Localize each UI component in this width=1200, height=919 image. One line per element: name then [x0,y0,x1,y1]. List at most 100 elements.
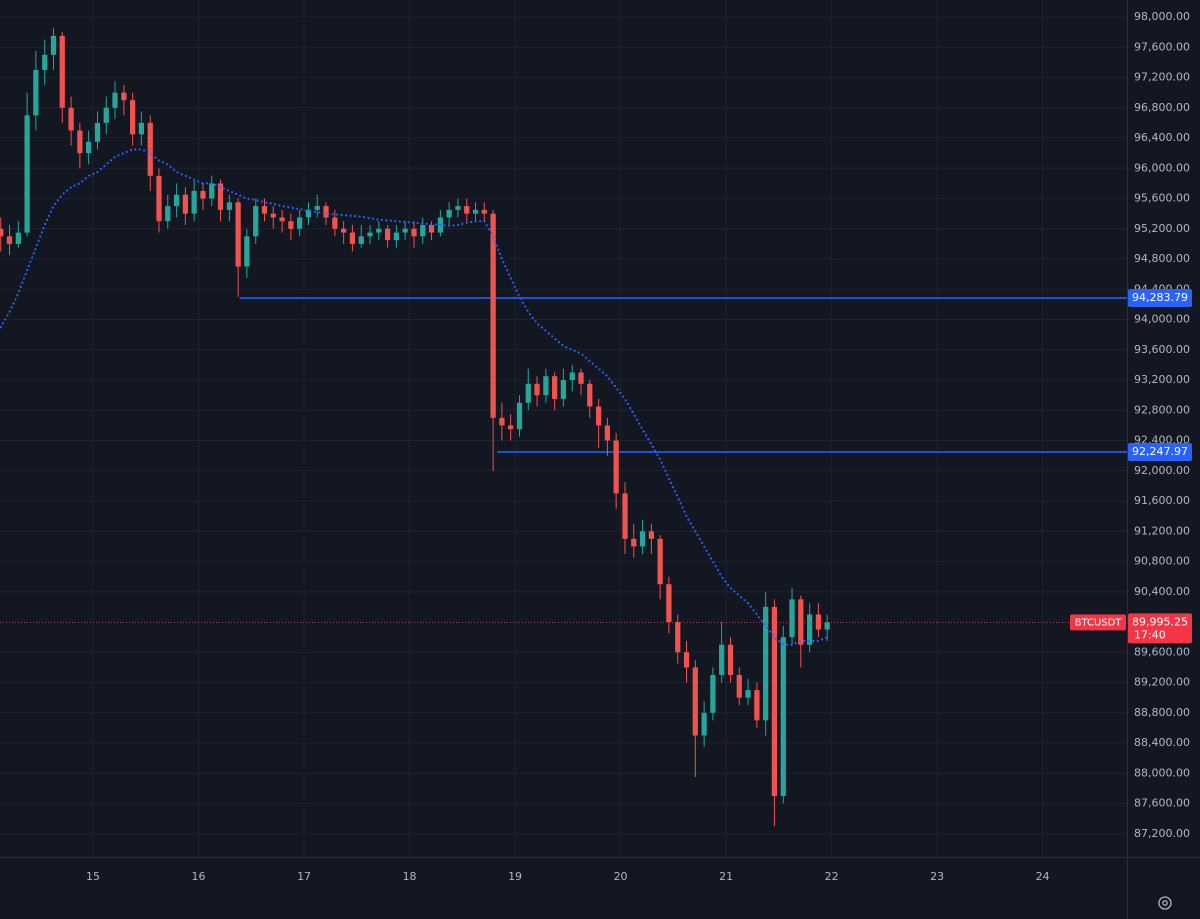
candle-body [349,232,356,244]
y-tick-label: 96,400.00 [1134,131,1190,144]
moving-average [0,148,829,646]
x-tick-label: 24 [1036,870,1050,883]
candle-body [323,206,329,218]
plot [0,28,1127,827]
y-tick-label: 90,400.00 [1134,585,1190,598]
x-tick-label: 16 [192,870,206,883]
candle-body [455,206,461,210]
candle-body [472,209,479,214]
last-price-box [1128,613,1192,644]
y-tick-label: 90,800.00 [1134,555,1190,568]
candle-body [719,644,725,675]
candle-body [367,232,373,237]
symbol-label: BTCUSDT [1075,617,1123,628]
candle-body [569,372,575,381]
candle-body [6,236,13,244]
level-label: 94,283.79 [1132,291,1188,304]
y-tick-label: 88,400.00 [1134,736,1190,749]
candle-body [121,92,127,101]
candle-body [499,417,505,426]
candle-body [807,614,813,645]
candle-body [68,107,74,131]
candle-body [305,209,312,218]
x-tick-label: 21 [719,870,733,883]
candle-body [24,115,30,233]
candle-body [420,224,426,237]
candle-body [138,122,145,135]
candle-body [182,194,188,214]
candle-body [552,376,558,399]
symbol-box [1070,614,1126,631]
candle-body [622,493,628,539]
candle-body [639,531,646,547]
candle-body [446,209,452,218]
candle-body [94,122,101,142]
candle-body [587,383,593,407]
candle-body [534,383,540,396]
candle-body [490,213,496,418]
y-tick-label: 95,600.00 [1134,192,1190,205]
y-tick-label: 94,800.00 [1134,252,1190,265]
x-tick-label: 15 [86,870,100,883]
settings-icon[interactable] [1158,896,1172,910]
candle-body [736,674,742,698]
candle-body [147,122,153,176]
candle-body [253,206,259,237]
candle-body [604,425,611,441]
candle-body [727,644,734,675]
candle-body [560,380,567,399]
level-label-box [1128,289,1192,308]
y-tick-label: 87,200.00 [1134,827,1190,840]
x-tick-label: 18 [403,870,417,883]
candle-body [402,228,408,233]
candle-body [745,690,751,698]
x-tick-label: 22 [825,870,839,883]
candle-body [209,183,215,199]
candle-body [341,228,347,233]
candle-body [59,35,65,108]
candle-body [516,402,523,430]
candle-body [314,206,320,210]
y-tick-label: 96,000.00 [1134,161,1190,174]
candle-body [393,232,400,241]
candle-body [613,440,619,494]
candle-body [235,202,241,267]
y-tick-label: 97,200.00 [1134,71,1190,84]
candle-body [261,206,268,214]
candle-body [200,190,206,199]
candle-body [77,130,83,154]
y-tick-label: 88,000.00 [1134,766,1190,779]
candle-body [165,206,171,222]
candle-body [675,622,681,653]
candle-body [85,141,92,154]
candle-body [428,224,435,233]
last-price-label: 89,995.25 [1132,615,1188,628]
candle-body [173,194,180,207]
candle-body [657,538,663,585]
y-tick-label: 92,800.00 [1134,403,1190,416]
candle-body [596,406,602,426]
y-tick-label: 91,600.00 [1134,494,1190,507]
candle-body [217,183,224,210]
candle-body [15,232,21,244]
candle-body [244,236,250,267]
candle-body [288,221,294,229]
candle-body [112,92,118,108]
candle-body [798,599,804,645]
candle-body [376,228,382,233]
candle-body [156,175,162,222]
candle-body [332,217,338,229]
candle-body [578,372,584,384]
candle-body [763,606,769,721]
candle-body [815,614,822,630]
candle-body [754,690,760,721]
y-tick-label: 87,600.00 [1134,797,1190,810]
candle-body [780,637,786,796]
candle-body [692,667,698,736]
candle-body [226,202,232,210]
x-tick-label: 19 [508,870,522,883]
y-tick-label: 93,600.00 [1134,343,1190,356]
countdown-label: 17:40 [1134,628,1166,641]
candle-body [824,622,830,630]
